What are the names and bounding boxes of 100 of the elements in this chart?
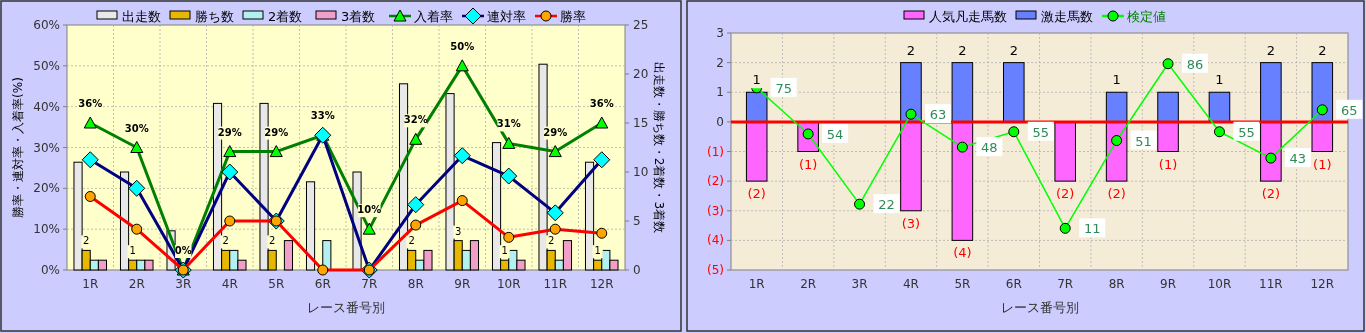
- data-label: 1: [752, 72, 761, 88]
- x-tick-label: 2R: [128, 277, 145, 291]
- x-axis-title: レース番号別: [1000, 300, 1079, 315]
- point: [1213, 126, 1225, 138]
- x-tick-label: 2R: [800, 277, 817, 291]
- data-label: (1): [798, 156, 818, 172]
- data-label: 65: [1341, 102, 1358, 118]
- data-label: 31%: [496, 118, 521, 130]
- point: [956, 141, 968, 153]
- data-label: 2: [222, 235, 229, 247]
- x-tick-label: 1R: [748, 277, 765, 291]
- x-tick-label: 11R: [1259, 277, 1283, 291]
- point: [1008, 126, 1020, 138]
- point: [905, 108, 917, 120]
- data-label: 36%: [78, 98, 103, 109]
- y2-tick-label: 25: [633, 18, 649, 32]
- data-label: 0%: [174, 245, 192, 256]
- y2-tick-label: 0: [633, 263, 641, 277]
- bar: [305, 181, 316, 271]
- data-label: 50%: [450, 40, 475, 52]
- data-label: (2): [1056, 186, 1075, 202]
- x-tick-label: 7R: [1057, 277, 1074, 291]
- data-label: 10%: [357, 204, 382, 216]
- legend-label: 2着数: [268, 9, 303, 24]
- y-tick-label: 50%: [33, 58, 60, 73]
- point: [1162, 58, 1174, 70]
- data-label: 2: [268, 235, 276, 247]
- bar: [1260, 62, 1282, 123]
- data-label: 2: [82, 235, 90, 247]
- data-label: (4): [953, 245, 972, 261]
- y2-tick-label: 10: [633, 165, 649, 179]
- y-tick-label: 40%: [33, 99, 60, 114]
- data-label: (2): [1107, 186, 1126, 202]
- y2-axis-title: 出走数・勝ち数・2着数・3着数: [652, 61, 666, 234]
- point: [1265, 152, 1277, 164]
- bar: [1105, 91, 1128, 123]
- data-label: 36%: [589, 98, 614, 109]
- x-tick-label: 9R: [1160, 277, 1177, 291]
- y-tick-label: 20%: [33, 181, 60, 196]
- data-label: 2: [408, 235, 415, 247]
- x-axis-title: レース番号別: [307, 300, 385, 315]
- data-label: 55: [1032, 124, 1050, 140]
- bar: [900, 121, 922, 212]
- data-label: 1: [1215, 72, 1224, 88]
- x-tick-label: 11R: [543, 277, 568, 291]
- x-tick-label: 9R: [454, 277, 471, 291]
- point: [1111, 135, 1123, 147]
- y2-tick-label: 15: [633, 116, 649, 130]
- x-tick-label: 4R: [221, 277, 238, 291]
- data-label: 29%: [543, 126, 568, 138]
- legend-label: 連対率: [487, 9, 526, 24]
- data-label: (2): [747, 186, 766, 202]
- x-tick-label: 12R: [1310, 277, 1335, 291]
- data-label: (1): [1158, 156, 1178, 172]
- x-tick-label: 5R: [268, 277, 285, 291]
- legend-label: 人気凡走馬数: [929, 9, 1007, 24]
- data-label: 32%: [403, 114, 428, 126]
- x-tick-label: 5R: [954, 277, 971, 291]
- x-tick-label: 3R: [175, 277, 192, 291]
- x-tick-label: 8R: [1108, 277, 1125, 291]
- x-tick-label: 7R: [361, 277, 378, 291]
- data-label: 33%: [310, 110, 335, 122]
- data-label: 11: [1083, 221, 1101, 237]
- data-label: 75: [775, 80, 792, 96]
- legend-label: 勝ち数: [195, 9, 234, 24]
- y-tick-label: 1: [716, 85, 724, 100]
- bar: [1003, 62, 1025, 123]
- point: [854, 198, 866, 210]
- data-label: 54: [826, 126, 844, 142]
- bar: [1054, 121, 1076, 182]
- data-label: 2: [547, 235, 555, 247]
- y-tick-label: (5): [707, 263, 724, 277]
- y-tick-label: 0%: [40, 263, 60, 277]
- y-tick-label: 3: [716, 26, 724, 40]
- y-tick-label: 30%: [33, 140, 60, 155]
- bar: [951, 62, 974, 123]
- data-label: 2: [1266, 42, 1276, 58]
- x-tick-label: 6R: [314, 277, 331, 291]
- data-label: 22: [878, 197, 895, 213]
- data-label: (1): [1313, 156, 1332, 172]
- x-tick-label: 12R: [589, 277, 614, 291]
- y-axis-title: 勝率・連対率・入着率(%): [11, 77, 25, 218]
- data-label: 2: [958, 42, 967, 58]
- y-tick-label: (2): [707, 174, 724, 189]
- data-label: 48: [981, 140, 998, 156]
- data-label: 30%: [124, 122, 149, 134]
- data-label: 2: [1009, 42, 1018, 58]
- x-tick-label: 10R: [1207, 277, 1232, 291]
- legend-label: 3着数: [341, 9, 376, 24]
- y-tick-label: (3): [707, 203, 724, 218]
- bar: [283, 240, 294, 271]
- bar: [1157, 91, 1179, 123]
- data-label: 1: [1112, 72, 1121, 88]
- y-tick-label: (1): [707, 144, 724, 159]
- legend-label: 検定値: [1127, 9, 1166, 24]
- y2-tick-label: 20: [633, 67, 649, 81]
- y-tick-label: 60%: [33, 18, 60, 32]
- bar: [1311, 121, 1334, 152]
- data-label: 55: [1238, 124, 1255, 140]
- data-label: 86: [1186, 56, 1204, 72]
